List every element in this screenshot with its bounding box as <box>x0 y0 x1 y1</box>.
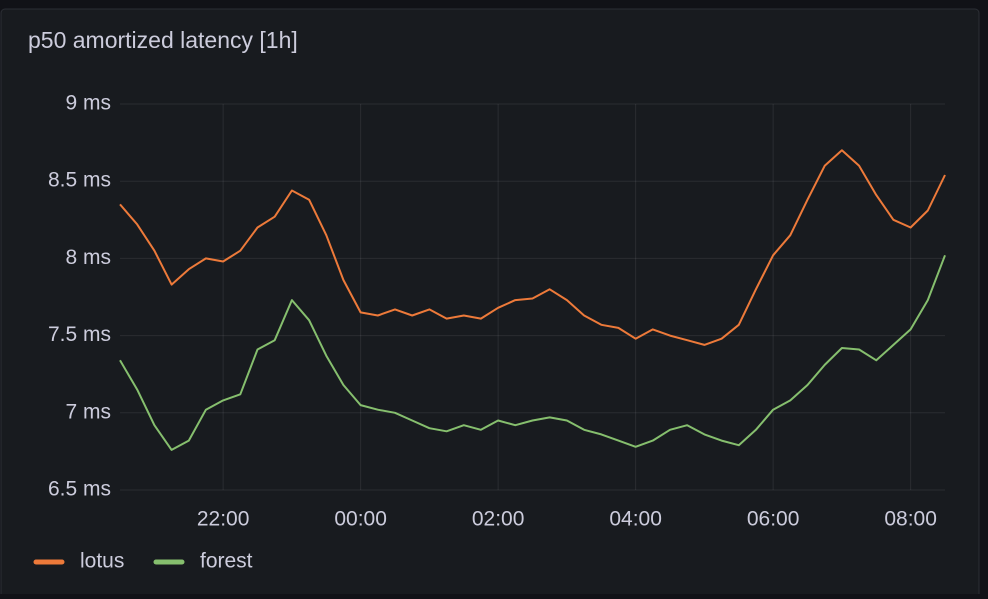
legend-label: lotus <box>80 550 124 573</box>
line-series <box>119 149 946 346</box>
legend-label: forest <box>200 550 253 573</box>
y-tick-label: 9 ms <box>65 92 111 115</box>
x-tick-label: 08:00 <box>884 508 937 531</box>
x-tick-label: 04:00 <box>609 508 662 531</box>
y-tick-label: 6.5 ms <box>48 478 111 501</box>
y-tick-label: 8 ms <box>65 246 111 269</box>
x-tick-label: 06:00 <box>747 508 800 531</box>
line-series <box>119 254 946 451</box>
x-tick-label: 02:00 <box>472 508 525 531</box>
x-tick-label: 00:00 <box>334 508 387 531</box>
y-tick-label: 8.5 ms <box>48 169 111 192</box>
y-tick-label: 7.5 ms <box>48 323 111 346</box>
x-tick-label: 22:00 <box>197 508 250 531</box>
chart-title: p50 amortized latency [1h] <box>28 27 298 53</box>
panel <box>0 8 980 599</box>
y-tick-label: 7 ms <box>65 400 111 423</box>
